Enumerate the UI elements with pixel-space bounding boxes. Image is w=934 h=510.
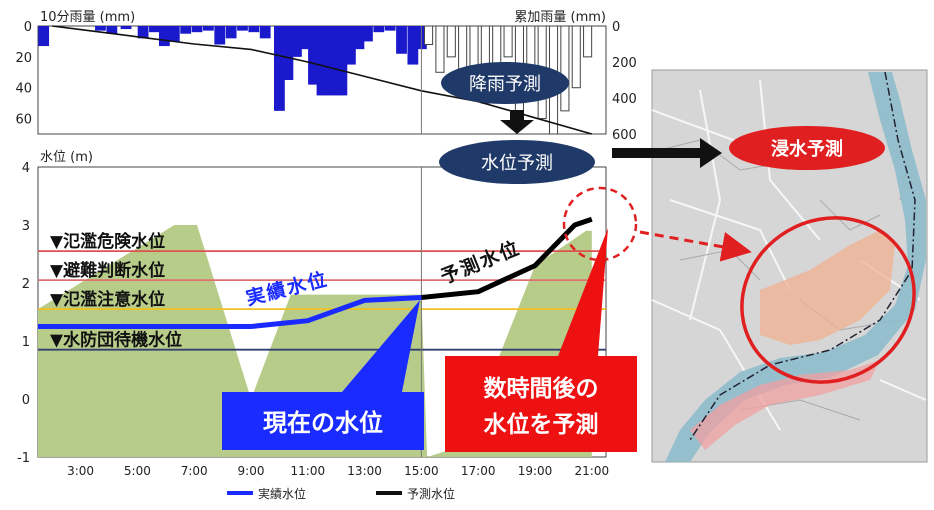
rain-left-axis-title: 10分雨量 (mm)	[40, 10, 135, 25]
level-x-tick: 3:00	[67, 464, 94, 478]
forecast-rain-bar	[446, 26, 456, 58]
observed-rain-bar	[180, 26, 192, 34]
level-x-tick: 7:00	[181, 464, 208, 478]
rain-forecast-bubble: 降雨予測	[441, 62, 569, 104]
observed-rain-bar	[259, 26, 271, 39]
observed-rain-bar	[384, 26, 396, 31]
observed-rain-bar	[214, 26, 226, 45]
rain-right-axis-title: 累加雨量 (mm)	[514, 10, 606, 25]
level-x-tick: 5:00	[124, 464, 151, 478]
observed-rain-bar	[353, 26, 365, 50]
level-to-flood-arrow	[612, 138, 722, 168]
observed-rain-bar	[316, 26, 328, 96]
observed-rain-bar	[345, 26, 356, 65]
svg-text:水位予測: 水位予測	[481, 153, 553, 174]
level-x-tick: 21:00	[575, 464, 610, 478]
threshold-label: ▼水防団待機水位	[50, 330, 182, 351]
flood-highlight-ellipse	[740, 216, 916, 384]
legend-forecast: 予測水位	[407, 486, 455, 501]
level-x-tick: 15:00	[404, 464, 439, 478]
legend: 実績水位 予測水位	[227, 486, 455, 501]
observed-rain-bar	[137, 26, 149, 39]
level-axis-title: 水位 (m)	[40, 150, 93, 165]
water-level-panel: 水位 (m) 4 3 2 1 0 -1 3:00 5:00 7:00 9:00 11:00 13:0…	[17, 150, 609, 478]
svg-text:降雨予測: 降雨予測	[469, 74, 541, 95]
predict-text-line2: 水位を予測	[484, 411, 599, 438]
river	[665, 72, 926, 462]
level-forecast-bubble: 水位予測	[439, 140, 595, 184]
level-y-tick: 1	[22, 335, 30, 350]
forecast-rain-bar	[571, 26, 581, 89]
level-y-tick: 2	[22, 277, 30, 292]
level-y-tick: 4	[22, 161, 30, 176]
observed-rain-bar	[308, 26, 319, 85]
rain-to-level-arrow	[500, 110, 534, 134]
observed-rain-bar	[291, 26, 302, 57]
forecast-rain-bar	[424, 26, 434, 46]
level-x-tick: 19:00	[518, 464, 553, 478]
predict-callout: 数時間後の 水位を予測	[445, 228, 637, 452]
svg-text:浸水予測: 浸水予測	[771, 138, 843, 160]
forecast-rain-bar	[583, 26, 593, 58]
forecast-rain-bar	[503, 26, 513, 58]
observed-rain-bar	[274, 26, 285, 111]
actual-water-level-line	[38, 295, 422, 329]
peak-to-map-arrow	[639, 230, 752, 262]
level-x-tick: 17:00	[461, 464, 496, 478]
observed-rain-bar	[396, 26, 407, 54]
observed-rain-bar	[203, 26, 214, 31]
observed-rain-bar	[373, 26, 385, 33]
forecast-rain-bar	[435, 26, 445, 73]
cumulative-rain-line	[52, 25, 593, 135]
flood-forecast-bubble: 浸水予測	[729, 126, 885, 170]
threshold-label: ▼氾濫注意水位	[50, 289, 165, 310]
observed-rain-bar	[191, 26, 203, 33]
observed-rain-bar	[407, 26, 419, 65]
observed-rain-bar	[237, 26, 248, 31]
level-x-tick: 13:00	[347, 464, 382, 478]
observed-rain-bar	[38, 26, 50, 47]
rain-left-tick: 20	[15, 51, 32, 66]
observed-rain-bar	[168, 26, 180, 42]
rain-left-tick: 60	[15, 113, 32, 128]
rain-left-tick: 0	[24, 20, 32, 35]
flood-area	[760, 230, 895, 345]
rain-right-tick: 200	[612, 56, 637, 71]
level-y-tick: 0	[22, 393, 30, 408]
rain-right-tick: 0	[612, 20, 620, 35]
observed-rain-bar	[299, 26, 311, 50]
observed-rain-bar	[106, 26, 118, 34]
observed-rain-bar	[336, 26, 348, 96]
level-x-tick: 11:00	[291, 464, 326, 478]
current-level-text: 現在の水位	[263, 409, 383, 437]
hydrograph-area	[38, 225, 592, 457]
observed-rain-bar	[225, 26, 237, 39]
current-level-callout: 現在の水位	[222, 300, 424, 450]
observed-rain-bar	[326, 26, 338, 96]
observed-rain-bar	[248, 26, 260, 33]
rain-right-tick: 400	[612, 92, 637, 107]
observed-rain-bar	[95, 26, 106, 31]
rain-left-tick: 40	[15, 82, 32, 97]
forecast-rain-bar	[560, 26, 570, 112]
observed-rain-bar	[120, 26, 132, 30]
predict-text-line1: 数時間後の	[484, 375, 599, 402]
threshold-label: ▼氾濫危険水位	[50, 231, 165, 252]
observed-rain-bar	[149, 26, 160, 33]
observed-rain-bar	[362, 26, 373, 42]
threshold-label: ▼避難判断水位	[50, 260, 165, 281]
level-x-tick: 9:00	[238, 464, 265, 478]
observed-rain-bar	[158, 26, 170, 47]
legend-actual: 実績水位	[258, 486, 306, 501]
forecast-peak-circle	[562, 186, 638, 262]
level-y-tick: 3	[22, 219, 30, 234]
rain-right-tick: 600	[612, 128, 637, 143]
forecast-water-level-line	[421, 216, 593, 300]
observed-rain-bar	[282, 26, 294, 80]
level-y-tick: -1	[17, 451, 30, 466]
